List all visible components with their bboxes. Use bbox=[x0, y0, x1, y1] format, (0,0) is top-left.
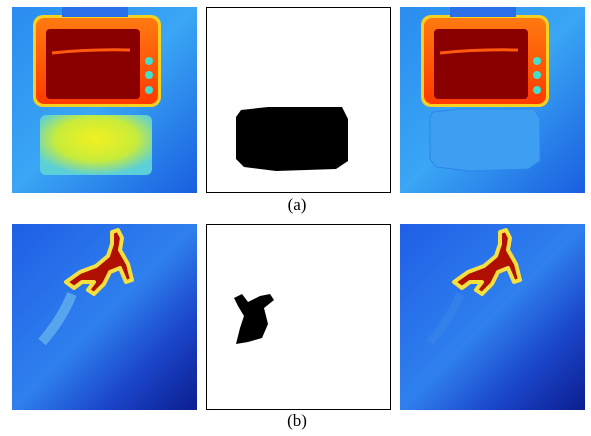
result-image bbox=[400, 224, 585, 410]
body: (a) (b) (() => { const data = JSON.parse… bbox=[0, 0, 591, 436]
mask-image bbox=[207, 225, 391, 410]
page: {"figure": {"rows": [{"caption": "(a)"},… bbox=[0, 0, 591, 436]
mask-image bbox=[207, 8, 391, 193]
result-image bbox=[400, 7, 585, 193]
caption: (a) bbox=[288, 195, 307, 214]
thermal-image bbox=[12, 224, 197, 410]
thermal-image bbox=[12, 7, 197, 193]
figure: (a) (b) bbox=[0, 0, 591, 436]
caption: (b) bbox=[287, 411, 307, 430]
